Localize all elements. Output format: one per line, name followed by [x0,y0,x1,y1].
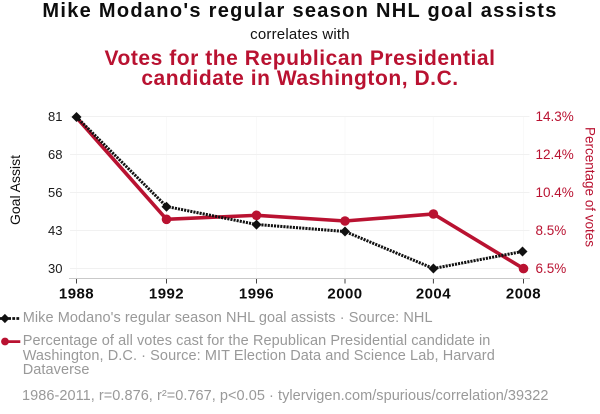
svg-text:10.4%: 10.4% [536,185,574,200]
svg-text:30: 30 [48,261,62,276]
svg-text:14.3%: 14.3% [536,109,574,124]
svg-text:43: 43 [48,223,62,238]
svg-text:1988: 1988 [59,286,94,303]
svg-text:2004: 2004 [416,286,451,303]
svg-text:1996: 1996 [239,286,274,303]
svg-text:12.4%: 12.4% [536,147,574,162]
svg-text:6.5%: 6.5% [536,261,567,276]
svg-text:81: 81 [48,109,62,124]
svg-text:1992: 1992 [149,286,184,303]
svg-text:Percentage of votes: Percentage of votes [583,127,598,247]
svg-text:68: 68 [48,147,62,162]
svg-text:Goal Assist: Goal Assist [7,155,23,225]
svg-text:56: 56 [48,185,62,200]
svg-text:2008: 2008 [506,286,541,303]
svg-text:8.5%: 8.5% [536,223,567,238]
svg-text:2000: 2000 [327,286,362,303]
